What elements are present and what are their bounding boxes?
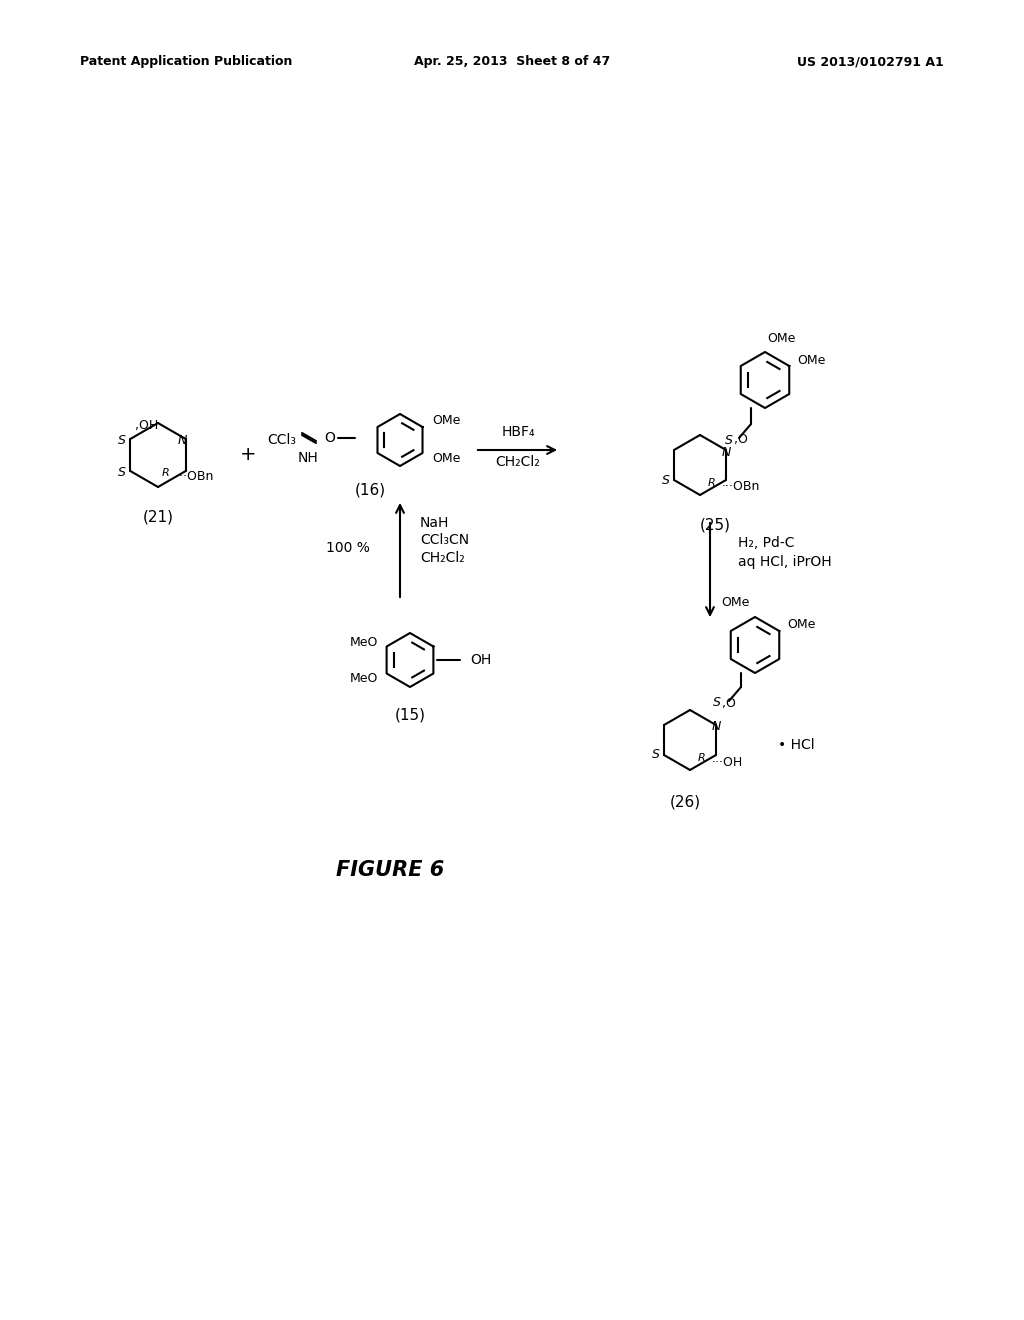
Text: S: S bbox=[119, 466, 126, 479]
Text: OH: OH bbox=[470, 653, 492, 667]
Text: 100 %: 100 % bbox=[326, 541, 370, 554]
Text: NaH: NaH bbox=[420, 516, 450, 531]
Text: N: N bbox=[712, 721, 721, 734]
Text: H₂, Pd-C: H₂, Pd-C bbox=[738, 536, 795, 550]
Text: CH₂Cl₂: CH₂Cl₂ bbox=[496, 455, 541, 469]
Text: ,O: ,O bbox=[734, 433, 748, 446]
Text: +: + bbox=[240, 446, 256, 465]
Text: S: S bbox=[725, 433, 733, 446]
Text: OMe: OMe bbox=[797, 354, 825, 367]
Text: Apr. 25, 2013  Sheet 8 of 47: Apr. 25, 2013 Sheet 8 of 47 bbox=[414, 55, 610, 69]
Text: N: N bbox=[178, 434, 187, 447]
Text: CH₂Cl₂: CH₂Cl₂ bbox=[420, 550, 465, 565]
Text: ,O: ,O bbox=[722, 697, 736, 710]
Text: NH: NH bbox=[298, 451, 318, 465]
Text: OMe: OMe bbox=[432, 413, 461, 426]
Text: ···OBn: ···OBn bbox=[176, 470, 214, 483]
Text: S: S bbox=[119, 434, 126, 447]
Text: (25): (25) bbox=[699, 517, 730, 532]
Text: OMe: OMe bbox=[722, 597, 750, 610]
Text: S: S bbox=[652, 748, 659, 762]
Text: OMe: OMe bbox=[787, 619, 815, 631]
Text: O: O bbox=[325, 432, 336, 445]
Text: OMe: OMe bbox=[767, 331, 796, 345]
Text: R: R bbox=[709, 478, 716, 488]
Text: US 2013/0102791 A1: US 2013/0102791 A1 bbox=[798, 55, 944, 69]
Text: HBF₄: HBF₄ bbox=[501, 425, 535, 440]
Text: (26): (26) bbox=[670, 795, 700, 809]
Text: R: R bbox=[162, 469, 170, 478]
Text: ···OH: ···OH bbox=[712, 755, 743, 768]
Text: ,OH: ,OH bbox=[135, 418, 159, 432]
Text: (21): (21) bbox=[142, 510, 173, 524]
Text: • HCl: • HCl bbox=[778, 738, 815, 752]
Text: N: N bbox=[721, 446, 731, 458]
Text: MeO: MeO bbox=[349, 635, 378, 648]
Text: Patent Application Publication: Patent Application Publication bbox=[80, 55, 293, 69]
Text: CCl₃: CCl₃ bbox=[267, 433, 296, 447]
Text: FIGURE 6: FIGURE 6 bbox=[336, 861, 444, 880]
Text: ···OBn: ···OBn bbox=[722, 480, 761, 494]
Text: (16): (16) bbox=[354, 483, 386, 498]
Text: R: R bbox=[698, 752, 706, 763]
Text: OMe: OMe bbox=[432, 451, 461, 465]
Text: MeO: MeO bbox=[349, 672, 378, 685]
Text: CCl₃CN: CCl₃CN bbox=[420, 533, 469, 546]
Text: S: S bbox=[663, 474, 670, 487]
Text: S: S bbox=[713, 697, 721, 710]
Text: (15): (15) bbox=[394, 708, 426, 722]
Text: aq HCl, iPrOH: aq HCl, iPrOH bbox=[738, 554, 831, 569]
